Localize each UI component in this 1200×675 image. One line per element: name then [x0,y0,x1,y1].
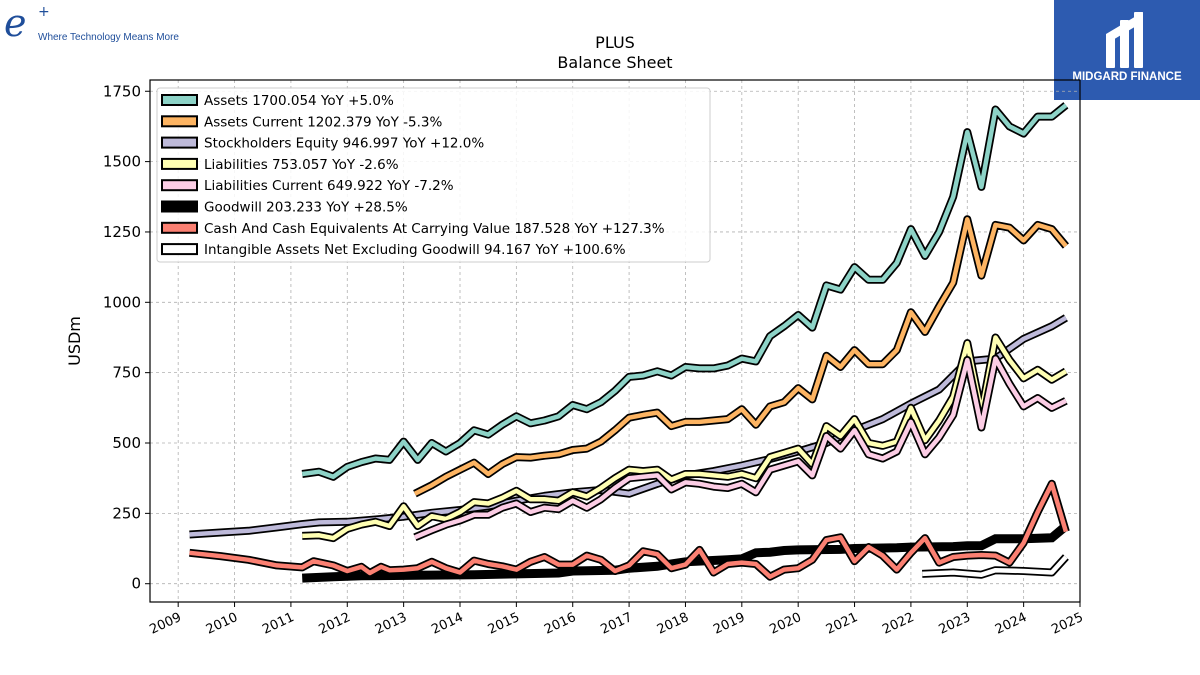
y-tick-label: 1000 [103,293,141,311]
x-tick-label: 2021 [824,610,860,638]
logo-sup: + [38,4,50,20]
midgard-finance-logo: MIDGARD FINANCE [1054,0,1200,100]
legend-swatch [161,221,198,234]
legend-label: Liabilities 753.057 YoY -2.6% [204,157,399,173]
series-line [189,481,1069,579]
series-line [302,335,1068,541]
y-tick-label: 250 [112,504,141,522]
legend-box [156,87,711,263]
y-tick-label: 1500 [103,153,141,171]
legend-swatch [161,243,198,256]
series-8 [922,554,1069,579]
logo-mark: e [4,2,27,45]
legend-swatch [161,94,198,106]
legend-swatch [161,200,198,213]
legend-swatch [161,179,198,192]
legend-label: Assets 1700.054 YoY +5.0% [204,93,394,109]
x-tick-label: 2024 [993,610,1029,638]
legend-label: Stockholders Equity 946.997 YoY +12.0% [204,136,484,152]
logo-tagline: Where Technology Means More [38,32,179,43]
legend: Assets 1700.054 YoY +5.0% Assets Current … [156,87,711,263]
series-7 [189,479,1070,581]
series-3 [189,314,1068,539]
midgard-logo-text: MIDGARD FINANCE [1072,71,1182,83]
series-lines [189,102,1070,583]
x-tick-label: 2019 [711,610,747,638]
series-line [189,315,1068,537]
midgard-emblem-icon [1106,12,1143,68]
x-tick-label: 2009 [148,610,184,638]
y-tick-label: 1250 [103,223,141,241]
legend-label: Cash And Cash Equivalents At Carrying Va… [204,221,665,237]
legend-label: Liabilities Current 649.922 YoY -7.2% [204,178,454,194]
y-tick-label: 1750 [103,82,141,100]
y-tick-label: 750 [112,364,141,382]
eplus-logo: e + Where Technology Means More [4,1,194,46]
x-tick-label: 2018 [655,610,691,638]
series-line [413,217,1068,496]
legend-swatch [161,157,198,170]
series-line [301,103,1068,480]
series-1 [301,102,1069,481]
y-axis-label: USDm [65,316,84,366]
x-tick-label: 2015 [486,610,522,638]
x-tick-label: 2012 [317,610,353,638]
series-4 [302,333,1068,543]
x-tick-label: 2011 [260,610,296,638]
x-tick-label: 2016 [542,610,578,638]
x-tick-label: 2025 [1049,610,1085,638]
chart-title: PLUS [595,33,635,52]
x-tick-label: 2013 [373,610,409,638]
series-outline [413,354,1068,541]
legend-swatch [161,136,198,149]
legend-label: Goodwill 203.233 YoY +28.5% [204,200,408,216]
legend-swatch [161,115,198,128]
x-tick-label: 2023 [937,610,973,638]
series-2 [413,215,1069,498]
y-tick-label: 0 [131,575,141,593]
series-6 [301,522,1069,583]
x-tick-label: 2020 [768,610,804,638]
x-tick-label: 2010 [204,610,240,638]
x-tick-label: 2014 [429,610,465,638]
chart-subtitle: Balance Sheet [557,53,672,72]
plot-frame [149,79,1081,603]
series-line [301,522,1069,583]
x-tick-label: 2017 [598,610,634,638]
series-line [922,555,1068,577]
series-line [414,356,1067,540]
legend-label: Intangible Assets Net Excluding Goodwill… [204,242,626,258]
y-tick-label: 500 [112,434,141,452]
series-5 [413,354,1068,541]
legend-label: Assets Current 1202.379 YoY -5.3% [204,114,443,130]
x-tick-label: 2022 [880,610,916,638]
